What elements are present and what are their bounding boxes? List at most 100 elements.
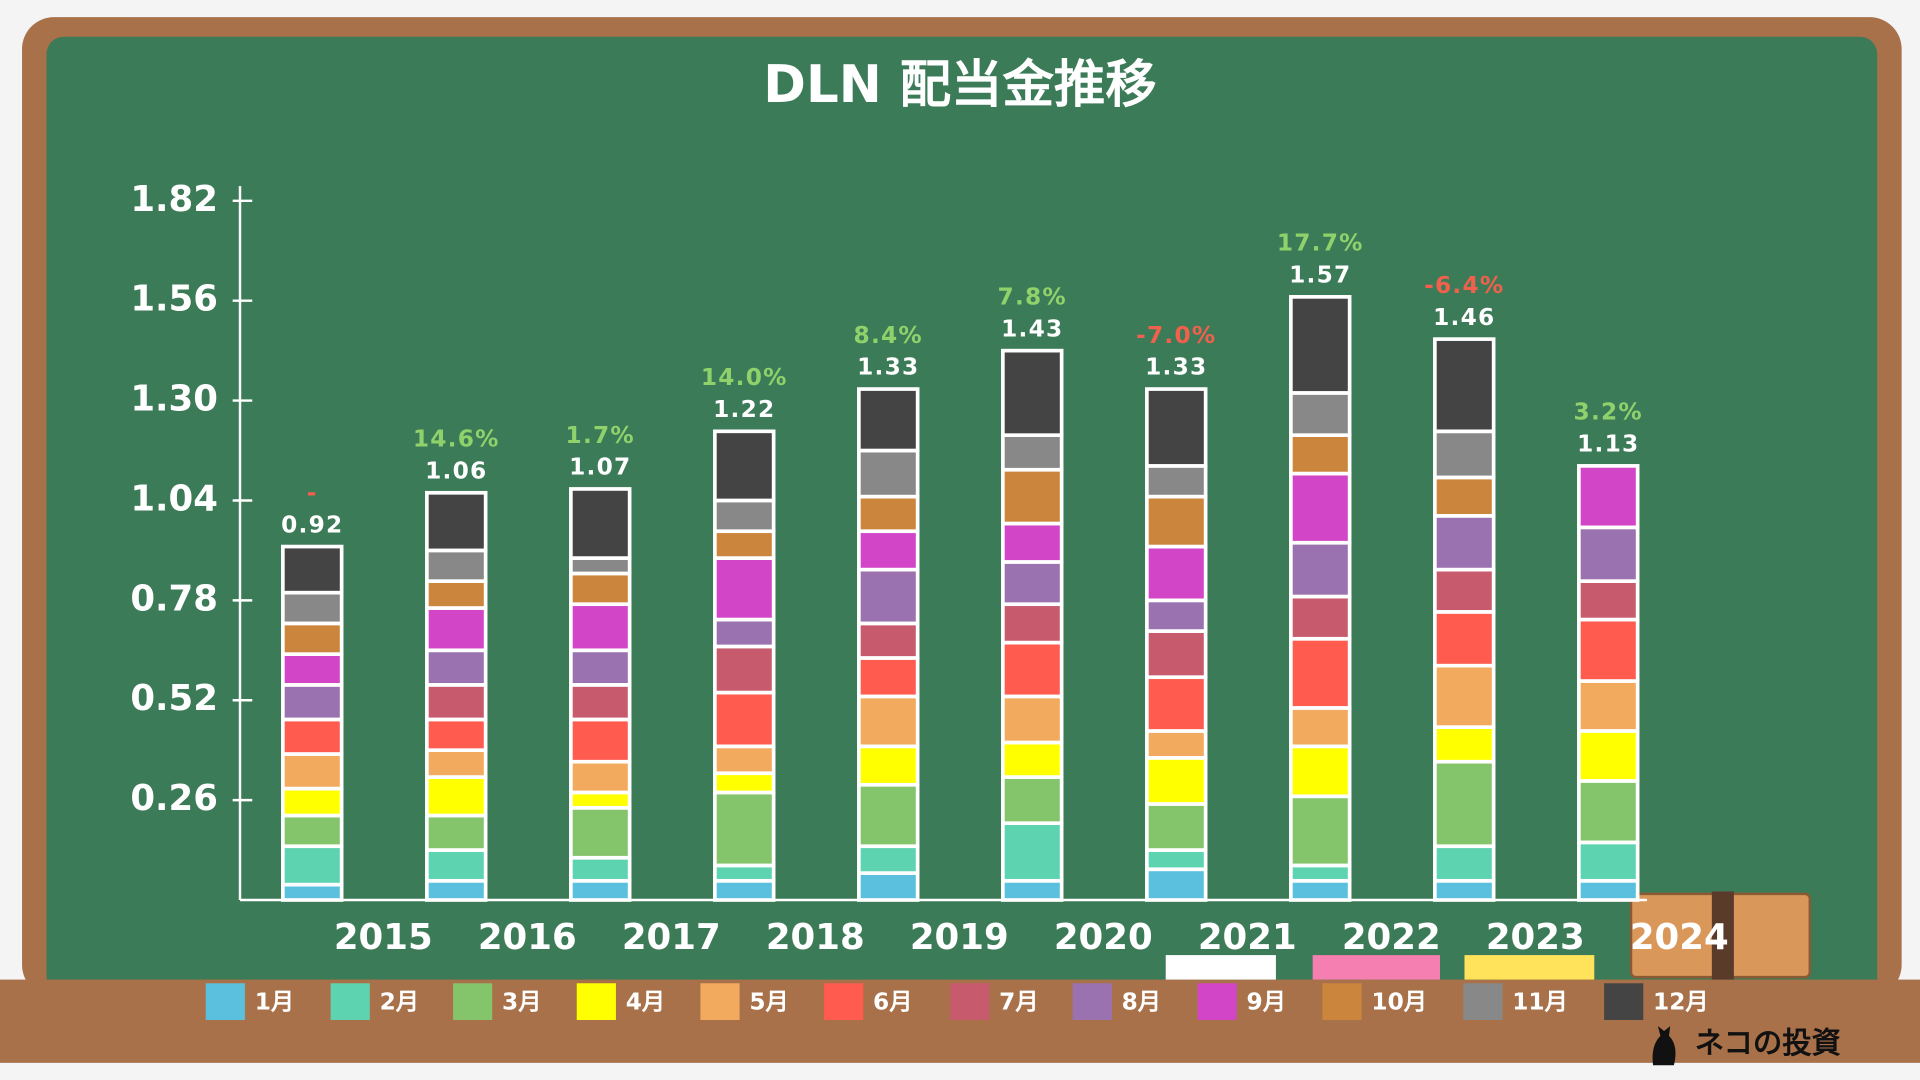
total-label: 1.07 — [569, 454, 631, 481]
growth-label: -6.4% — [1424, 272, 1504, 299]
legend-label: 11月 — [1512, 988, 1568, 1015]
bar-segment — [857, 694, 920, 749]
x-tick-label: 2018 — [766, 917, 865, 958]
bar-segment — [569, 487, 632, 560]
bar-segment — [857, 448, 920, 499]
bar-segment — [569, 790, 632, 810]
growth-label: 14.0% — [701, 364, 788, 391]
legend-label: 6月 — [873, 988, 912, 1015]
bar-segment — [281, 717, 344, 756]
legend-swatch — [1322, 983, 1362, 1020]
eraser-band — [1711, 891, 1734, 980]
chalk — [1312, 955, 1440, 980]
bar-segment — [281, 621, 344, 656]
legend-swatch — [950, 983, 990, 1020]
legend-label: 2月 — [380, 988, 419, 1015]
total-label: 0.92 — [281, 511, 343, 538]
bar-segment — [281, 844, 344, 887]
bar-segment — [713, 644, 776, 695]
bar-segment — [713, 863, 776, 883]
chalk — [1464, 955, 1595, 980]
bar-segment — [425, 717, 488, 753]
bar-segment — [1577, 729, 1640, 783]
bar-segment — [1001, 640, 1064, 699]
bar-segment — [857, 656, 920, 699]
bar-segment — [713, 556, 776, 622]
growth-label: -7.0% — [1136, 322, 1216, 349]
bar-segment — [1145, 387, 1208, 468]
bar-segment — [281, 652, 344, 687]
bar-segment — [1289, 636, 1352, 710]
board — [46, 36, 1878, 997]
bar-segment — [857, 529, 920, 572]
bar-segment — [1001, 467, 1064, 526]
bar-segment — [1145, 756, 1208, 806]
bar-segment — [569, 759, 632, 795]
total-label: 1.57 — [1289, 262, 1351, 289]
bar-segment — [1289, 594, 1352, 641]
bar-segment — [1433, 759, 1496, 849]
legend-label: 4月 — [626, 988, 665, 1015]
bar-segment — [1289, 540, 1352, 599]
bar-segment — [569, 648, 632, 687]
x-tick-label: 2023 — [1486, 917, 1585, 958]
bar-segment — [281, 752, 344, 791]
bar-segment — [1433, 337, 1496, 434]
total-label: 1.33 — [1145, 354, 1207, 381]
bar-segment — [857, 744, 920, 787]
legend-label: 10月 — [1371, 988, 1427, 1015]
bar-segment — [1433, 725, 1496, 764]
legend-swatch — [1463, 983, 1503, 1020]
bar-segment — [1001, 521, 1064, 564]
growth-label: 3.2% — [1574, 399, 1643, 426]
bar-segment — [857, 567, 920, 626]
total-label: 1.22 — [713, 396, 775, 423]
legend-swatch — [330, 983, 370, 1020]
bar-segment — [1577, 525, 1640, 583]
bar-segment — [425, 490, 488, 553]
bar-segment — [281, 544, 344, 595]
bar-segment — [281, 786, 344, 818]
bar-segment — [1433, 429, 1496, 480]
bar-segment — [1577, 679, 1640, 733]
bar-segment — [1145, 867, 1208, 902]
bar-segment — [1433, 610, 1496, 668]
bar-segment — [857, 844, 920, 875]
bar-segment — [1577, 779, 1640, 845]
bar-segment — [1145, 729, 1208, 760]
bar-segment — [1145, 675, 1208, 733]
legend-swatch — [824, 983, 864, 1020]
growth-label: 1.7% — [566, 422, 635, 449]
bar-segment — [1289, 295, 1352, 395]
bar-segment — [425, 606, 488, 653]
bar-segment — [1001, 821, 1064, 883]
bar-segment — [425, 683, 488, 722]
chalk — [1165, 955, 1276, 980]
growth-label: - — [307, 479, 318, 506]
bar-segment — [713, 771, 776, 795]
bar-segment — [713, 744, 776, 776]
cat-icon — [1652, 1026, 1676, 1066]
bar-segment — [1001, 602, 1064, 645]
bar-segment — [857, 494, 920, 534]
total-label: 1.13 — [1577, 431, 1639, 458]
bar-segment — [569, 571, 632, 607]
legend-swatch — [576, 983, 616, 1020]
x-tick-label: 2019 — [910, 917, 1009, 958]
bar-segment — [569, 683, 632, 722]
bar-segment — [1001, 878, 1064, 902]
bar-segment — [569, 805, 632, 860]
bar-segment — [1289, 471, 1352, 545]
bar-segment — [1145, 494, 1208, 549]
bar-segment — [1145, 544, 1208, 603]
bar-segment — [857, 387, 920, 453]
legend-label: 9月 — [1247, 988, 1286, 1015]
watermark: ネコの投資 — [1695, 1026, 1841, 1060]
bar-segment — [425, 878, 488, 902]
y-tick-label: 0.78 — [130, 578, 218, 619]
bar-segment — [1001, 694, 1064, 745]
legend-swatch — [1604, 983, 1644, 1020]
chart-title: DLN 配当金推移 — [763, 55, 1156, 115]
y-tick-label: 1.04 — [130, 478, 218, 519]
